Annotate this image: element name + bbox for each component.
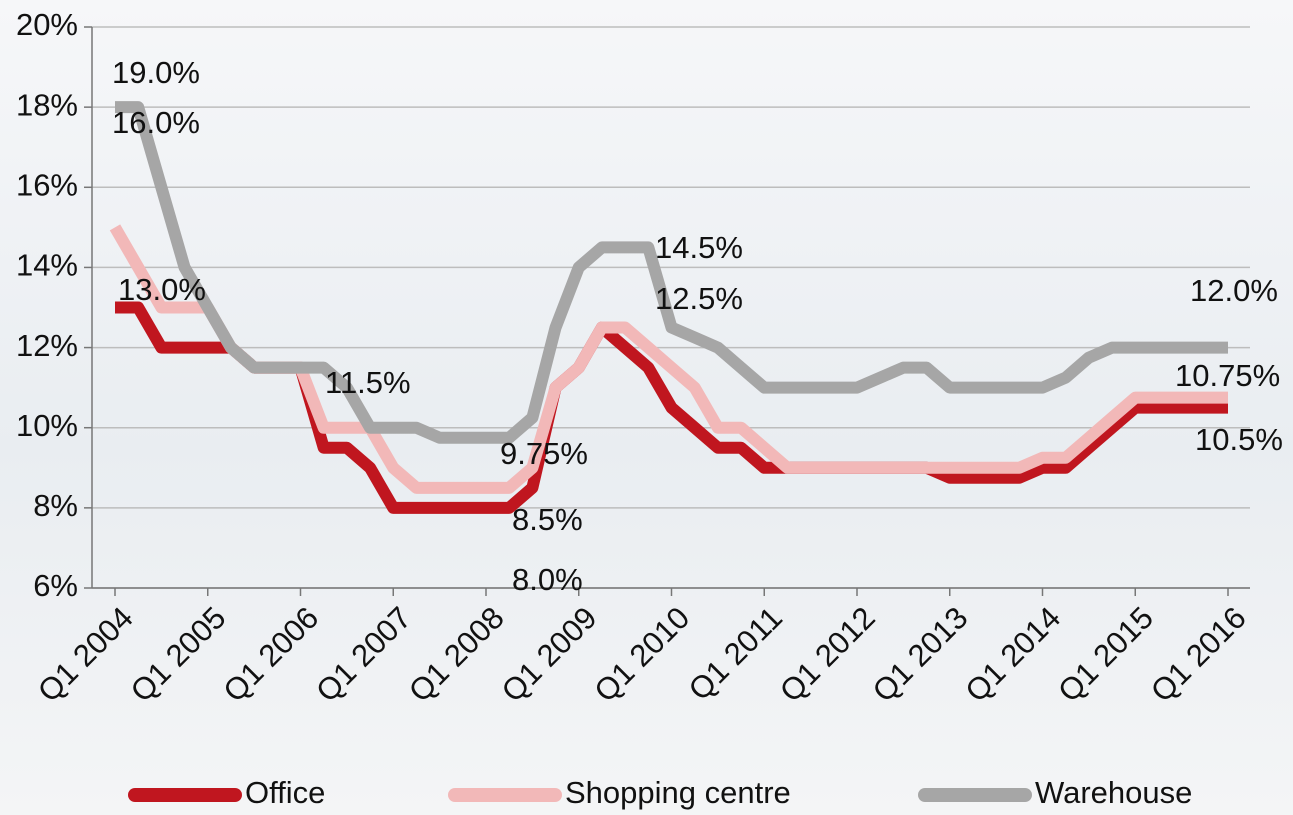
y-tick-label: 20% [16,7,78,42]
annotation: 9.75% [500,436,588,471]
annotation: 19.0% [112,55,200,90]
legend-label: Shopping centre [565,775,791,810]
y-tick-label: 14% [16,248,78,283]
y-tick-label: 6% [33,568,78,603]
y-tick-label: 16% [16,167,78,202]
annotation: 12.5% [655,281,743,316]
annotation: 11.5% [325,365,411,400]
annotation: 8.0% [512,562,583,597]
annotation: 8.5% [512,502,583,537]
annotation: 13.0% [118,272,206,307]
y-tick-label: 8% [33,488,78,523]
annotation: 12.0% [1190,273,1278,308]
chart: 6%8%10%12%14%16%18%20%Q1 2004Q1 2005Q1 2… [0,0,1293,815]
y-tick-label: 10% [16,408,78,443]
annotation: 10.75% [1175,358,1280,393]
y-tick-label: 12% [16,328,78,363]
legend-label: Office [245,775,325,810]
annotation: 16.0% [112,105,200,140]
legend-label: Warehouse [1035,775,1192,810]
annotation: 10.5% [1195,422,1283,457]
y-tick-label: 18% [16,87,78,122]
annotation: 14.5% [655,230,743,265]
